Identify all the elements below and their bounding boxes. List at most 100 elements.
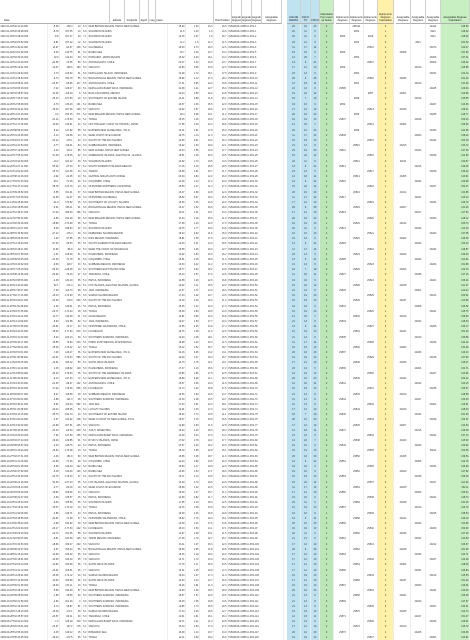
cell-a2[interactable]: 17.8 [200, 127, 214, 133]
cell-s3[interactable] [426, 174, 441, 180]
cell-place[interactable]: SOLOMON ISLANDS [88, 39, 168, 45]
cell-place[interactable]: OFFSHORE NORTHERN CALIFORNIA [88, 184, 168, 190]
cell-mag[interactable]: 5.5 [83, 80, 88, 87]
cell-y[interactable]: 0 [378, 448, 394, 454]
cell-dist[interactable]: 12.23 [168, 458, 186, 464]
cell-e3[interactable] [364, 86, 378, 92]
cell-place[interactable]: GUAM REGION [88, 313, 168, 320]
cell-dep[interactable]: 10 [74, 122, 82, 128]
cell-g[interactable]: 0 [320, 484, 334, 490]
cell-s2[interactable]: 29210 [411, 334, 426, 340]
cell-a1[interactable]: 1.04 [186, 500, 200, 506]
cell-mag[interactable]: 5.0 [83, 500, 88, 506]
cell-a1[interactable]: 1.83 [186, 308, 200, 314]
cell-a2[interactable]: 19.3 [200, 24, 214, 30]
cell-s2[interactable]: 29208 [411, 303, 426, 309]
cell-e1[interactable] [336, 355, 350, 361]
cell-e2[interactable] [350, 86, 364, 92]
cell-g[interactable]: 0 [320, 453, 334, 459]
cell-s3[interactable] [426, 443, 441, 449]
cell-s3[interactable] [426, 458, 441, 464]
cell-mag[interactable]: 5.3 [83, 510, 88, 516]
cell-lat[interactable]: -16.84 [48, 448, 60, 454]
cell-dep[interactable]: 131 [74, 101, 82, 107]
cell-b2[interactable]: 11 [301, 158, 311, 164]
cell-a1[interactable]: 1.63 [186, 526, 200, 532]
cell-dist[interactable]: 19.66 [168, 391, 186, 397]
cell-mag[interactable]: 5.1 [83, 360, 88, 366]
table-row[interactable]: 2010-01-02T21:51:02.000 -6.23 130.75 81 5.4 B… [0, 49, 470, 56]
cell-y[interactable]: 1 [378, 267, 394, 273]
cell-b3[interactable]: 10 [311, 360, 320, 366]
cell-s2[interactable] [411, 422, 426, 428]
cell-lat[interactable]: -12.99 [48, 552, 60, 558]
cell-date[interactable]: 2010-01-01T21:49:02.000 [0, 70, 48, 76]
cell-mag[interactable]: 5.0 [83, 520, 88, 527]
cell-s2[interactable] [411, 75, 426, 81]
cell-a2[interactable]: 16.1 [200, 55, 214, 61]
cell-dep[interactable]: 68 [74, 288, 82, 294]
cell-g[interactable]: 1 [320, 117, 334, 123]
cell-b1[interactable]: 18 [287, 96, 301, 102]
cell-g[interactable]: 1 [320, 552, 334, 558]
cell-mag[interactable]: 5.5 [83, 158, 88, 164]
cell-a1[interactable]: 1.27 [186, 184, 200, 190]
cell-e1[interactable]: 29521 [336, 225, 350, 232]
cell-e3[interactable] [364, 365, 378, 371]
cell-a2[interactable]: 15.6 [200, 365, 214, 371]
table-row[interactable]: 2009-09-24T05:43:05.000 -18.44 -172.5 35 5.0… [0, 634, 470, 640]
cell-a2[interactable]: 13.4 [200, 303, 214, 309]
cell-b2[interactable]: 13 [301, 391, 311, 397]
cell-y[interactable]: 1 [378, 453, 394, 459]
cell-b3[interactable]: 13 [311, 220, 320, 226]
cell-b3[interactable]: 10 [311, 65, 320, 71]
cell-a2[interactable]: 11.7 [200, 495, 214, 501]
cell-lon[interactable]: -173.42 [60, 344, 74, 351]
cell-y[interactable]: 1 [378, 526, 394, 532]
cell-dist[interactable]: 19.44 [168, 91, 186, 97]
cell-lon[interactable]: 151.91 [60, 189, 74, 195]
cell-a2[interactable]: 11.4 [200, 184, 214, 190]
cell-g[interactable]: 0 [320, 391, 334, 397]
cell-s2[interactable] [411, 453, 426, 459]
cell-a3[interactable]: 11.9 [214, 215, 228, 221]
cell-b3[interactable]: 23 [311, 376, 320, 382]
cell-a2[interactable]: 10.6 [200, 391, 214, 397]
cell-y[interactable]: 0 [378, 127, 394, 133]
cell-s1[interactable] [396, 277, 411, 283]
cell-s3[interactable] [426, 272, 441, 278]
cell-b2[interactable]: 17 [301, 339, 311, 345]
cell-g[interactable]: 2 [320, 189, 334, 195]
cell-s1[interactable] [396, 55, 411, 61]
cell-b1[interactable]: 20 [287, 112, 301, 118]
cell-y[interactable]: 0 [378, 386, 394, 392]
cell-dep[interactable]: 18 [74, 391, 82, 397]
cell-e3[interactable] [364, 65, 378, 71]
cell-s1[interactable] [396, 520, 411, 527]
cell-s1[interactable] [396, 184, 411, 190]
cell-s1[interactable] [396, 432, 411, 439]
cell-dist[interactable]: 19.75 [168, 132, 186, 138]
cell-place[interactable]: TARAPACA, CHILE [88, 272, 168, 278]
cell-a1[interactable]: 1.13 [186, 365, 200, 371]
cell-a2[interactable]: 12.7 [200, 86, 214, 92]
cell-e1[interactable] [336, 236, 350, 242]
cell-lon[interactable]: 103.13 [60, 334, 74, 340]
cell-b3[interactable]: 5 [311, 365, 320, 371]
cell-a3[interactable]: 12.3 [214, 65, 228, 71]
cell-s2[interactable] [411, 339, 426, 345]
cell-place[interactable]: HALMAHERA, INDONESIA [88, 365, 168, 371]
cell-mag[interactable]: 5.2 [83, 251, 88, 257]
cell-b2[interactable]: 12 [301, 360, 311, 366]
cell-s2[interactable] [411, 438, 426, 444]
cell-b2[interactable]: 12 [301, 210, 311, 216]
cell-e3[interactable] [364, 205, 378, 211]
cell-dep[interactable]: 105 [74, 536, 82, 542]
cell-a2[interactable]: 17.2 [200, 179, 214, 185]
cell-s1[interactable] [396, 96, 411, 102]
cell-e3[interactable] [364, 422, 378, 428]
cell-b1[interactable]: 16 [287, 117, 301, 123]
cell-date[interactable]: 2009-12-24T12:41:54.000 [0, 143, 48, 149]
cell-s1[interactable] [396, 536, 411, 542]
cell-b2[interactable]: 19 [301, 474, 311, 480]
